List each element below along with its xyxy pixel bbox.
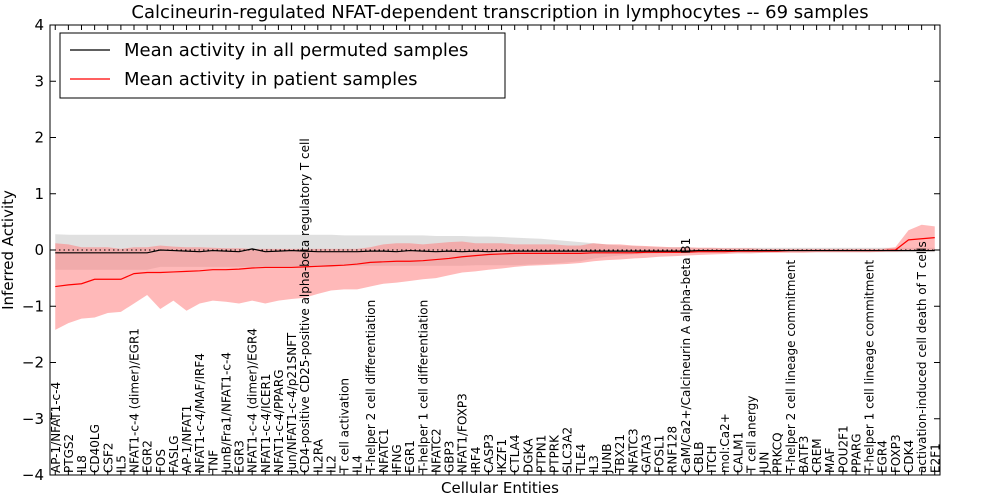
x-tick-label: TNF bbox=[206, 450, 220, 474]
x-tick-label: NFAT1-c-4 (dimer)/EGR1 bbox=[128, 328, 142, 473]
y-tick-label: 2 bbox=[34, 129, 44, 147]
x-axis-label: Cellular Entities bbox=[441, 479, 559, 497]
legend-label-permuted: Mean activity in all permuted samples bbox=[124, 40, 468, 61]
x-tick-label: T-helper 1 cell differentiation bbox=[416, 300, 430, 474]
x-tick-label: EGR2 bbox=[141, 440, 155, 473]
x-tick-label: FOSL1 bbox=[653, 435, 667, 473]
legend-box bbox=[59, 32, 506, 99]
x-tick-label: PRKCQ bbox=[771, 432, 785, 473]
x-tick-label: Jun/NFAT1-c-4/p21SNFT bbox=[285, 332, 299, 474]
x-tick-label: NFATC1 bbox=[377, 428, 391, 473]
x-tick-label: TLE4 bbox=[574, 444, 588, 474]
x-tick-label: CASP3 bbox=[482, 434, 496, 473]
x-tick-label: CTLA4 bbox=[508, 434, 522, 473]
chart-title: Calcineurin-regulated NFAT-dependent tra… bbox=[131, 2, 868, 23]
x-tick-label: CD40LG bbox=[88, 424, 102, 473]
x-tick-label: SLC3A2 bbox=[561, 427, 575, 473]
x-tick-label: IL5 bbox=[114, 455, 128, 473]
x-tick-label: IRF4 bbox=[469, 447, 483, 473]
x-tick-label: GATA3 bbox=[639, 434, 653, 473]
x-tick-label: IL3 bbox=[587, 455, 601, 473]
x-tick-label: mol:Ca2+ bbox=[718, 413, 732, 473]
x-tick-label: T cell anergy bbox=[744, 396, 758, 474]
x-tick-label: PTPN1 bbox=[534, 435, 548, 473]
x-tick-label: T cell activation bbox=[338, 378, 352, 474]
x-tick-label: EGR1 bbox=[403, 440, 417, 473]
x-tick-label: CD4-positive CD25-positive alpha-beta re… bbox=[298, 138, 312, 473]
x-tick-label: IL2RA bbox=[311, 438, 325, 473]
y-tick-label: −4 bbox=[22, 466, 44, 484]
x-tick-label: NFATC3 bbox=[626, 428, 640, 473]
legend-label-patient: Mean activity in patient samples bbox=[124, 69, 418, 90]
x-tick-label: TBX21 bbox=[613, 434, 627, 474]
y-tick-label: 0 bbox=[34, 241, 44, 259]
x-tick-label: MAF bbox=[823, 447, 837, 473]
y-tick-label: −3 bbox=[22, 410, 44, 428]
x-tick-label: JUN bbox=[758, 452, 772, 474]
x-tick-label: CBLB bbox=[692, 441, 706, 473]
x-tick-label: CDK4 bbox=[902, 440, 916, 473]
x-tick-label: CaM/Ca2+/Calcineurin A alpha-beta B1 bbox=[679, 238, 693, 473]
x-tick-label: IL8 bbox=[75, 455, 89, 473]
y-axis: 4 3 2 1 0 −1 −2 −3 −4 bbox=[22, 16, 940, 484]
x-tick-label: EGR4 bbox=[876, 440, 890, 473]
x-tick-label: CALM1 bbox=[731, 432, 745, 473]
x-tick-label: NFATC2 bbox=[429, 428, 443, 473]
x-tick-label: NFAT1/FOXP3 bbox=[456, 393, 470, 473]
x-tick-label: FOS bbox=[154, 449, 168, 473]
y-tick-label: 1 bbox=[34, 185, 44, 203]
x-tick-label: PPARG bbox=[849, 433, 863, 473]
x-tick-label: AP-1/NFAT1 bbox=[180, 405, 194, 473]
x-tick-label: IL2 bbox=[324, 455, 338, 473]
x-tick-label: PTGS2 bbox=[62, 434, 76, 473]
x-tick-label: T-helper 1 cell lineage commitment bbox=[863, 260, 877, 474]
permuted-mean-line bbox=[55, 248, 935, 254]
x-tick-label: ITCH bbox=[705, 445, 719, 473]
x-tick-label: CSF2 bbox=[101, 442, 115, 473]
x-tick-label: NFAT1-c-4/PPARG bbox=[272, 369, 286, 473]
x-tick-label: CREM bbox=[810, 438, 824, 473]
plot-area bbox=[50, 224, 940, 330]
x-tick-label: T-helper 2 cell lineage commitment bbox=[784, 260, 798, 474]
x-tick-label: JunB/Fra1/NFAT1-c-4 bbox=[219, 352, 233, 474]
y-tick-label: 3 bbox=[34, 72, 44, 90]
x-tick-label: JUNB bbox=[600, 443, 614, 474]
x-tick-label: NFAT1-c-4/ICER1 bbox=[259, 374, 273, 473]
x-tick-label: NFAT1-c-4/MAF/IRF4 bbox=[193, 353, 207, 473]
x-tick-label: AP-1/NFAT1-c-4 bbox=[49, 382, 63, 473]
y-axis-label: Inferred Activity bbox=[0, 190, 17, 310]
x-tick-label: IKZF1 bbox=[495, 439, 509, 473]
y-tick-label: 4 bbox=[34, 16, 44, 34]
x-tick-label: IFNG bbox=[390, 444, 404, 473]
x-tick-label: POU2F1 bbox=[836, 425, 850, 473]
x-tick-label: DGKA bbox=[521, 438, 535, 473]
x-tick-label: EGR3 bbox=[233, 440, 247, 473]
x-tick-label: activation-induced cell death of T cells bbox=[915, 241, 929, 473]
x-tick-label: NFAT1-c-4 (dimer)/EGR4 bbox=[246, 328, 260, 473]
x-tick-label: FOXP3 bbox=[889, 434, 903, 473]
x-tick-label: T-helper 2 cell differentiation bbox=[364, 300, 378, 474]
y-tick-label: −1 bbox=[22, 297, 44, 315]
x-tick-label: FASLG bbox=[167, 435, 181, 473]
x-tick-label: GBP3 bbox=[443, 441, 457, 473]
x-tick-label: E2F1 bbox=[928, 443, 942, 473]
legend: Mean activity in all permuted samples Me… bbox=[59, 32, 506, 99]
x-tick-label: PTPRK bbox=[548, 434, 562, 473]
x-axis: AP-1/NFAT1-c-4 PTGS2 IL8 CD40LG CSF2 IL5 NFAT1… bbox=[49, 25, 942, 475]
x-tick-label: RNF128 bbox=[666, 426, 680, 473]
y-tick-label: −2 bbox=[22, 354, 44, 372]
x-tick-label: IL4 bbox=[351, 455, 365, 473]
x-tick-label: BATF3 bbox=[797, 436, 811, 473]
